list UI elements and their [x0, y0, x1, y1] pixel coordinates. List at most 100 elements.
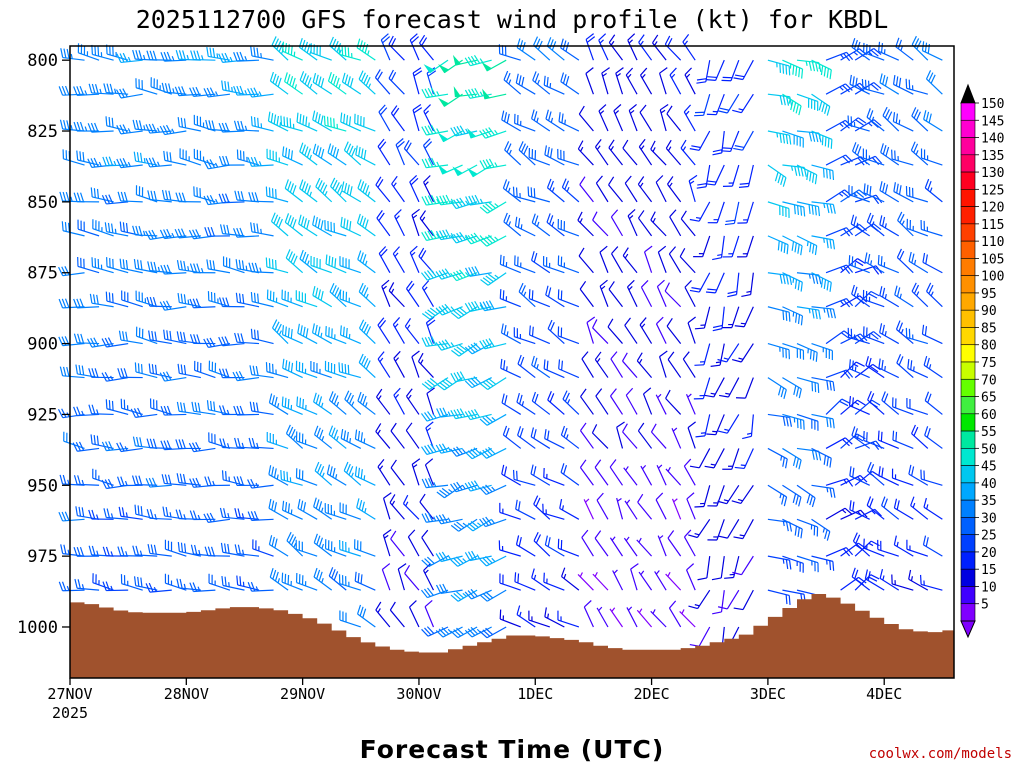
wind-barb — [881, 391, 900, 415]
wind-barb — [86, 337, 114, 348]
wind-barb — [131, 475, 158, 486]
wind-barb — [546, 178, 565, 203]
wind-barb — [657, 245, 667, 273]
wind-barb — [378, 104, 391, 132]
wind-barb — [409, 245, 420, 273]
wind-barb — [512, 186, 536, 203]
wind-barb — [717, 414, 740, 434]
wind-barb — [533, 531, 551, 557]
wind-barb — [73, 121, 100, 132]
wind-barb — [543, 467, 565, 486]
wind-barb — [357, 179, 376, 203]
wind-barb — [160, 264, 187, 275]
wind-barb — [417, 352, 434, 378]
wind-barb — [324, 220, 347, 237]
wind-barb — [208, 360, 231, 379]
wind-barb — [405, 422, 420, 449]
wind-barb — [545, 109, 565, 132]
wind-barb — [733, 519, 754, 540]
wind-barb — [579, 176, 594, 203]
wind-barb — [722, 235, 740, 258]
wind-barb — [58, 266, 85, 277]
wind-barb — [825, 507, 853, 520]
wind-barb — [426, 387, 435, 415]
wind-barb — [464, 342, 492, 355]
wind-barb — [811, 343, 833, 361]
wind-barb — [650, 140, 667, 166]
wind-barb — [102, 156, 129, 167]
wind-barb — [922, 535, 943, 557]
wind-barb — [133, 259, 158, 274]
wind-barb — [479, 201, 507, 214]
wind-barb — [825, 227, 854, 237]
wind-barb — [694, 343, 711, 366]
wind-barb — [421, 336, 449, 347]
wind-barb — [164, 539, 187, 557]
wind-barb — [667, 176, 682, 203]
wind-barb — [577, 211, 594, 237]
colorbar-label: 55 — [981, 425, 997, 440]
wind-barb — [381, 563, 391, 591]
colorbar-swatch — [960, 499, 976, 518]
wind-barb — [59, 366, 85, 379]
wind-barb — [234, 437, 260, 450]
wind-barb — [811, 518, 831, 541]
wind-barb — [906, 398, 929, 416]
wind-barb — [105, 399, 129, 416]
wind-barb — [591, 424, 609, 449]
wind-barb — [88, 368, 114, 379]
wind-barb — [609, 459, 623, 486]
wind-barb — [218, 155, 245, 166]
wind-barb — [811, 201, 836, 214]
wind-barb — [658, 67, 668, 95]
wind-barb — [327, 71, 347, 95]
wind-barb — [863, 183, 885, 203]
wind-barb — [418, 247, 434, 274]
wind-barb — [919, 574, 943, 591]
wind-barb — [741, 272, 754, 298]
wind-barb — [102, 581, 129, 592]
wind-barb — [732, 343, 754, 363]
colorbar-swatch — [960, 534, 976, 553]
wind-barb — [796, 164, 818, 185]
wind-barb — [233, 120, 260, 132]
wind-barb — [615, 67, 624, 95]
wind-barb — [849, 500, 870, 520]
wind-barb — [174, 86, 201, 97]
wind-barb — [518, 282, 536, 308]
wind-barb — [411, 208, 420, 237]
wind-barb — [145, 582, 172, 593]
wind-barb — [174, 228, 201, 239]
wind-barb — [578, 247, 594, 274]
wind-barb — [194, 360, 216, 379]
wind-barb — [450, 481, 478, 493]
wind-barb — [282, 146, 303, 166]
x-tick-label: 4DEC — [866, 685, 902, 703]
wind-barb — [665, 389, 682, 415]
wind-barb — [547, 391, 565, 415]
wind-barb — [358, 70, 376, 95]
wind-barb — [338, 362, 361, 379]
wind-barb — [767, 518, 793, 532]
wind-barb — [558, 359, 580, 379]
wind-barb — [696, 60, 711, 84]
wind-barb — [560, 425, 580, 449]
wind-barb — [421, 478, 449, 489]
wind-barb — [145, 477, 172, 488]
wind-barb — [479, 484, 507, 496]
wind-barb — [116, 442, 143, 453]
wind-barb — [854, 363, 881, 379]
wind-barb — [894, 285, 914, 308]
wind-barb — [101, 441, 129, 452]
wind-barb — [435, 626, 463, 638]
wind-barb — [313, 425, 333, 449]
wind-barb — [450, 197, 478, 210]
wind-barb — [654, 570, 667, 591]
wind-barb — [101, 194, 129, 205]
wind-barb — [705, 164, 725, 186]
colorbar-swatch — [960, 396, 976, 415]
wind-barb — [177, 117, 201, 132]
wind-barb — [623, 466, 638, 486]
wind-barb — [724, 201, 740, 226]
